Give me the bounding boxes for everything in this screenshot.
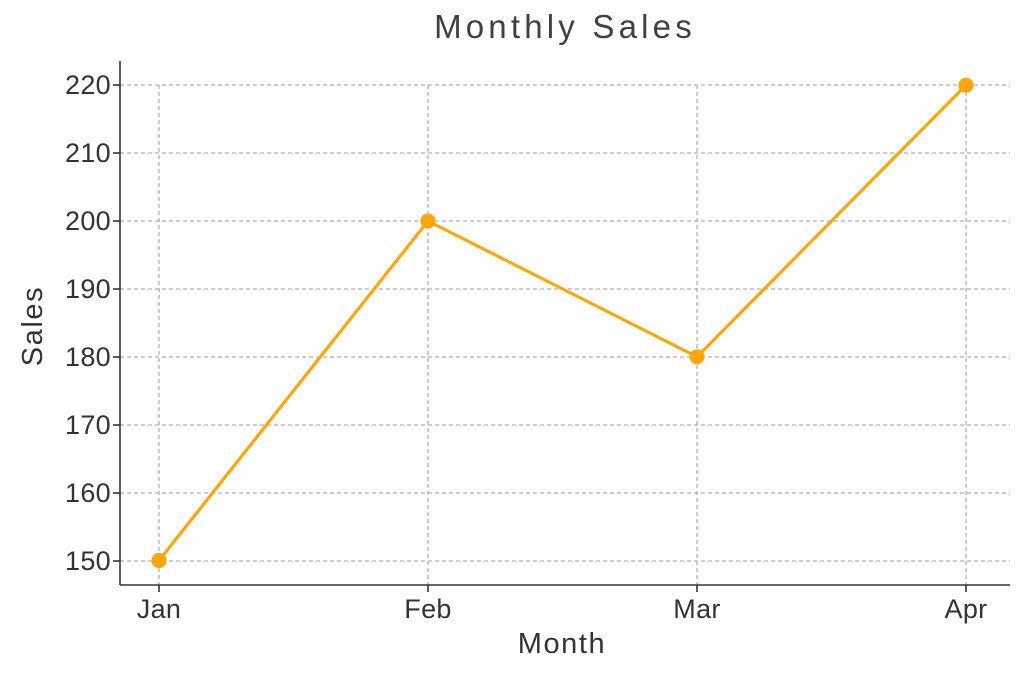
svg-text:210: 210	[65, 138, 111, 168]
svg-text:220: 220	[65, 70, 111, 100]
svg-text:Apr: Apr	[945, 594, 988, 624]
svg-text:180: 180	[65, 342, 111, 372]
svg-text:170: 170	[65, 410, 111, 440]
svg-text:150: 150	[65, 546, 111, 576]
svg-text:Mar: Mar	[673, 594, 720, 624]
svg-text:Sales: Sales	[17, 286, 49, 367]
svg-text:Feb: Feb	[404, 594, 451, 624]
svg-text:Monthly Sales: Monthly Sales	[434, 8, 696, 45]
svg-text:200: 200	[65, 206, 111, 236]
svg-text:160: 160	[65, 478, 111, 508]
svg-text:Month: Month	[518, 628, 607, 660]
svg-text:Jan: Jan	[137, 594, 181, 624]
svg-text:190: 190	[65, 274, 111, 304]
